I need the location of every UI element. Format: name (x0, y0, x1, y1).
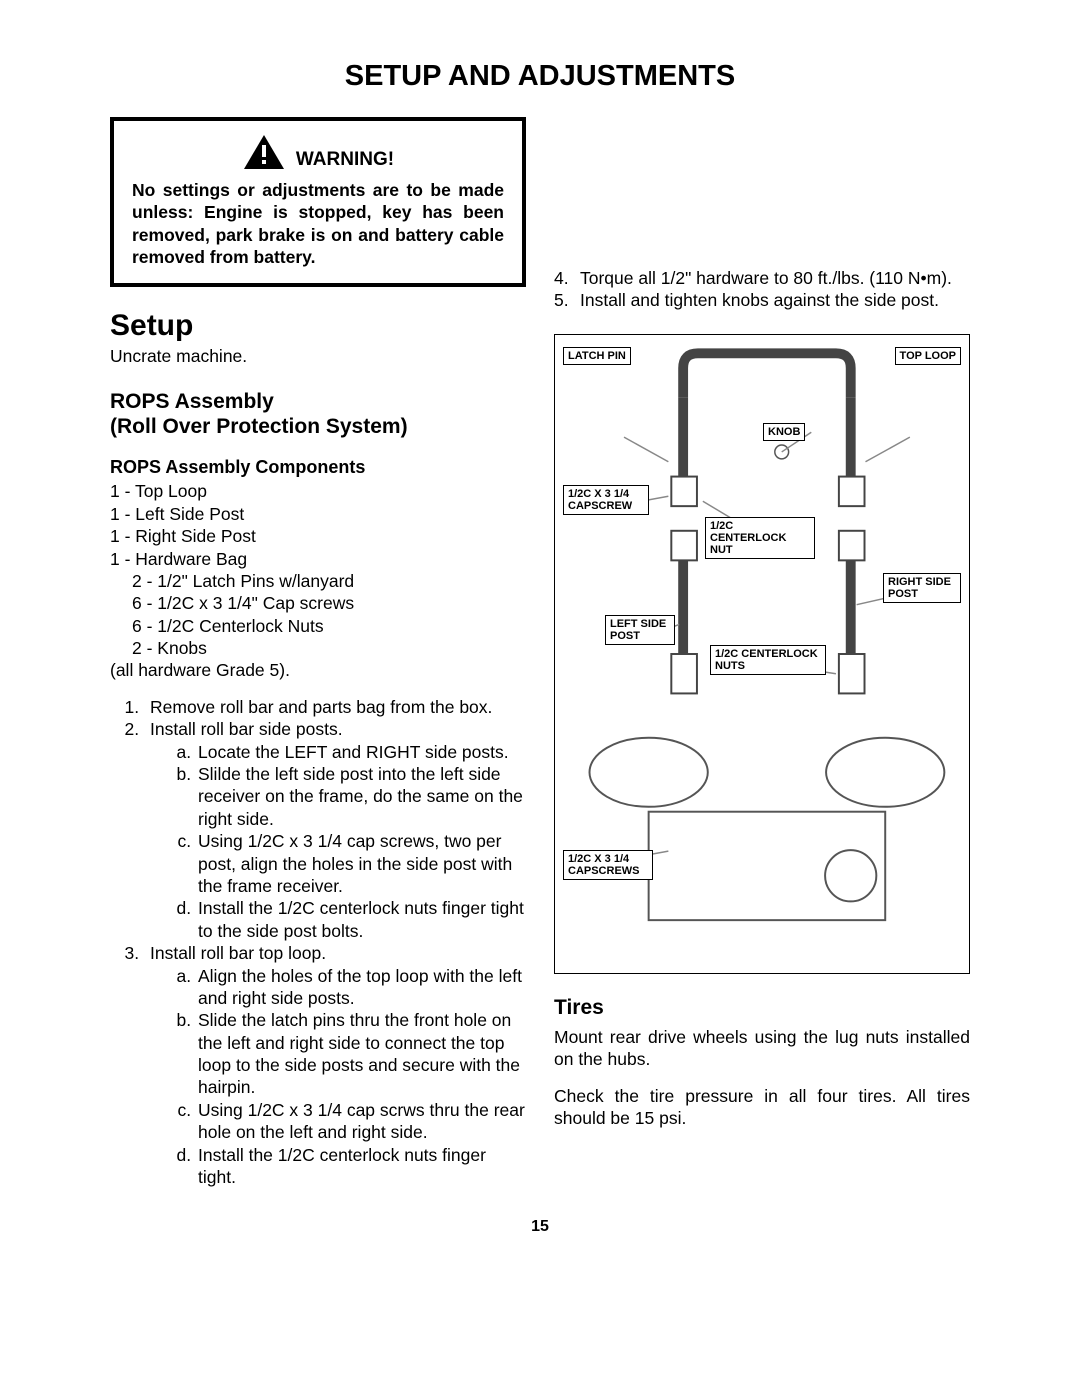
heading-rops-line1: ROPS Assembly (110, 390, 274, 413)
comp-item: 1 - Right Side Post (110, 525, 526, 547)
label-centerlock-nuts: 1/2C CENTERLOCK NUTS (710, 645, 826, 675)
step-2c: Using 1/2C x 3 1/4 cap screws, two per p… (196, 830, 526, 897)
step-5: 5.Install and tighten knobs against the … (554, 289, 970, 311)
components-list: 1 - Top Loop 1 - Left Side Post 1 - Righ… (110, 480, 526, 682)
label-capscrew-top: 1/2C X 3 1/4 CAPSCREW (563, 485, 649, 515)
hardware-item: 2 - 1/2" Latch Pins w/lanyard (110, 570, 526, 592)
comp-item: 1 - Left Side Post (110, 503, 526, 525)
warning-header: WARNING! (132, 133, 504, 171)
comp-item: 1 - Top Loop (110, 480, 526, 502)
right-column: 4.Torque all 1/2" hardware to 80 ft./lbs… (554, 117, 970, 1188)
label-left-side-post: LEFT SIDE POST (605, 615, 675, 645)
step-3a: Align the holes of the top loop with the… (196, 965, 526, 1010)
step-3-text: Install roll bar top loop. (150, 943, 326, 963)
step-3b: Slide the latch pins thru the front hole… (196, 1009, 526, 1099)
label-centerlock-nut: 1/2C CENTERLOCK NUT (705, 517, 815, 559)
comp-item: 1 - Hardware Bag (110, 548, 526, 570)
heading-setup: Setup (110, 309, 526, 343)
heading-rops: ROPS Assembly (Roll Over Protection Syst… (110, 389, 526, 439)
warning-triangle-icon (242, 133, 286, 171)
grade-note: (all hardware Grade 5). (110, 659, 526, 681)
step-2c-text: Using 1/2C x 3 1/4 cap screws, two per p… (198, 831, 512, 896)
step-5-text: Install and tighten knobs against the si… (580, 290, 939, 310)
step-3b-text: Slide the latch pins thru the front hole… (198, 1010, 520, 1097)
hardware-item: 2 - Knobs (110, 637, 526, 659)
step-3d: Install the 1/2C centerlock nuts finger … (196, 1144, 526, 1189)
tires-p1: Mount rear drive wheels using the lug nu… (554, 1026, 970, 1071)
heading-tires: Tires (554, 996, 970, 1020)
heading-rops-components: ROPS Assembly Components (110, 457, 526, 478)
step-4-text: Torque all 1/2" hardware to 80 ft./lbs. … (580, 268, 952, 288)
step-4: 4.Torque all 1/2" hardware to 80 ft./lbs… (554, 267, 970, 289)
step-3: Install roll bar top loop. Align the hol… (144, 942, 526, 1188)
install-steps: Remove roll bar and parts bag from the b… (110, 696, 526, 1189)
step-2d: Install the 1/2C centerlock nuts finger … (196, 897, 526, 942)
page-number: 15 (110, 1218, 970, 1236)
page-title: SETUP AND ADJUSTMENTS (110, 60, 970, 93)
step-3c: Using 1/2C x 3 1/4 cap scrws thru the re… (196, 1099, 526, 1144)
step-2b: Slilde the left side post into the left … (196, 763, 526, 830)
two-column-layout: WARNING! No settings or adjustments are … (110, 117, 970, 1188)
step-1-text: Remove roll bar and parts bag from the b… (150, 697, 492, 717)
hardware-item: 6 - 1/2C Centerlock Nuts (110, 615, 526, 637)
label-right-side-post: RIGHT SIDE POST (883, 573, 961, 603)
heading-rops-line2: (Roll Over Protection System) (110, 415, 408, 438)
steps-continued: 4.Torque all 1/2" hardware to 80 ft./lbs… (554, 267, 970, 312)
step-1: Remove roll bar and parts bag from the b… (144, 696, 526, 718)
step-2-substeps: Locate the LEFT and RIGHT side posts. Sl… (150, 741, 526, 943)
warning-title: WARNING! (296, 149, 394, 171)
left-column: WARNING! No settings or adjustments are … (110, 117, 526, 1188)
text-uncrate: Uncrate machine. (110, 345, 526, 367)
step-3a-text: Align the holes of the top loop with the… (198, 966, 522, 1008)
step-2-text: Install roll bar side posts. (150, 719, 343, 739)
step-2a-text: Locate the LEFT and RIGHT side posts. (198, 742, 509, 762)
label-capscrews-bot: 1/2C X 3 1/4 CAPSCREWS (563, 850, 653, 880)
hardware-item: 6 - 1/2C x 3 1/4" Cap screws (110, 592, 526, 614)
step-3d-text: Install the 1/2C centerlock nuts finger … (198, 1145, 486, 1187)
step-2d-text: Install the 1/2C centerlock nuts finger … (198, 898, 524, 940)
step-2a: Locate the LEFT and RIGHT side posts. (196, 741, 526, 763)
step-3c-text: Using 1/2C x 3 1/4 cap scrws thru the re… (198, 1100, 525, 1142)
label-latch-pin: LATCH PIN (563, 347, 631, 365)
step-2b-text: Slilde the left side post into the left … (198, 764, 523, 829)
rops-diagram: LATCH PIN TOP LOOP KNOB 1/2C X 3 1/4 CAP… (554, 334, 970, 974)
warning-text: No settings or adjustments are to be mad… (132, 179, 504, 269)
step-2: Install roll bar side posts. Locate the … (144, 718, 526, 942)
step-3-substeps: Align the holes of the top loop with the… (150, 965, 526, 1189)
page-root: SETUP AND ADJUSTMENTS WARNING! No settin… (0, 0, 1080, 1276)
label-knob: KNOB (763, 423, 805, 441)
tires-p2: Check the tire pressure in all four tire… (554, 1085, 970, 1130)
warning-box: WARNING! No settings or adjustments are … (110, 117, 526, 287)
label-top-loop: TOP LOOP (895, 347, 961, 365)
